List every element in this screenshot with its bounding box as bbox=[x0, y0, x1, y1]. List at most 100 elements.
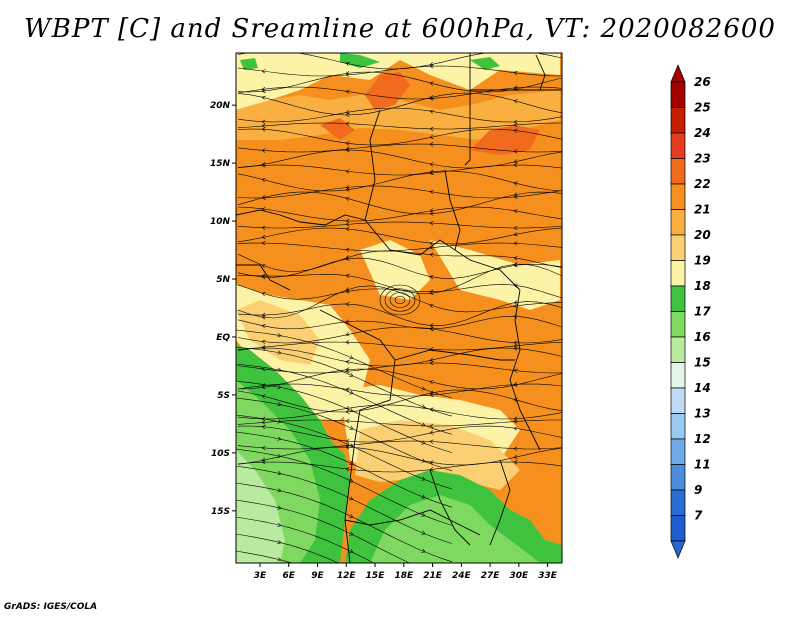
streamline-arrow bbox=[277, 557, 282, 562]
colorbar-level-label: 19 bbox=[694, 254, 711, 268]
lon-tick-label: 21E bbox=[423, 571, 443, 581]
grads-credit: GrADS: IGES/COLA bbox=[4, 602, 98, 612]
streamline bbox=[237, 86, 562, 100]
streamline-arrow bbox=[429, 189, 434, 195]
streamline-arrow bbox=[421, 512, 426, 517]
streamline-arrow bbox=[429, 63, 434, 69]
streamline-arrow bbox=[429, 252, 434, 258]
streamline-arrow bbox=[421, 585, 425, 589]
colorbar-swatch bbox=[670, 438, 686, 465]
streamline-arrow bbox=[429, 220, 434, 226]
streamline bbox=[237, 221, 562, 229]
streamline-arrow bbox=[345, 147, 350, 153]
streamline-arrow bbox=[349, 372, 354, 377]
streamline-arrow bbox=[345, 109, 350, 115]
streamline bbox=[236, 414, 453, 490]
streamline-arrow bbox=[345, 226, 350, 232]
colorbar-swatch bbox=[670, 260, 686, 287]
streamline-arrow bbox=[349, 549, 354, 554]
streamline-arrow bbox=[429, 430, 434, 435]
colorbar-level-label: 7 bbox=[694, 509, 703, 523]
colorbar-top-arrow bbox=[670, 64, 686, 83]
streamline-arrow bbox=[513, 346, 518, 351]
lon-tick-label: 27E bbox=[481, 571, 501, 581]
streamline-arrow bbox=[261, 383, 266, 388]
streamline-arrow bbox=[261, 163, 266, 168]
streamline-arrow bbox=[349, 390, 354, 395]
streamline-arrow bbox=[513, 122, 518, 128]
streamline-arrow bbox=[261, 459, 266, 465]
streamline-arrow bbox=[429, 211, 434, 216]
streamline-arrow bbox=[277, 419, 282, 424]
lat-tick-label: 5S bbox=[217, 391, 230, 401]
streamline-arrow bbox=[513, 162, 518, 168]
streamline-arrow bbox=[513, 262, 518, 267]
streamline-arrow bbox=[345, 301, 350, 307]
streamline-arrow bbox=[345, 247, 350, 252]
streamline-arrow bbox=[349, 567, 353, 570]
wbpt-region-19-north bbox=[236, 53, 560, 110]
streamline-arrow bbox=[429, 360, 434, 366]
streamline-arrow bbox=[277, 505, 282, 510]
streamline bbox=[237, 164, 562, 176]
streamline-arrow bbox=[513, 340, 518, 345]
streamline-arrow bbox=[513, 192, 518, 197]
boundary-line bbox=[509, 289, 541, 451]
streamline bbox=[237, 341, 562, 351]
colorbar-swatch bbox=[670, 209, 686, 236]
streamline-arrow bbox=[261, 123, 266, 129]
vortex-streamline bbox=[394, 295, 406, 305]
wbpt-region-23-north bbox=[365, 72, 410, 110]
streamline-arrow bbox=[429, 357, 434, 362]
streamline bbox=[236, 550, 293, 563]
streamline-arrow bbox=[513, 256, 518, 261]
colorbar-level-label: 26 bbox=[694, 75, 711, 89]
boundary-line bbox=[464, 53, 471, 166]
colorbar-bottom-arrow bbox=[670, 540, 686, 559]
colorbar-swatch bbox=[670, 311, 686, 338]
streamline-arrow bbox=[261, 273, 266, 279]
lon-tick-label: 12E bbox=[337, 571, 357, 581]
colorbar-swatch bbox=[670, 413, 686, 440]
streamline-arrow bbox=[345, 218, 350, 224]
streamline-arrow bbox=[261, 344, 266, 350]
streamline-arrow bbox=[513, 149, 518, 154]
streamline-arrow bbox=[429, 323, 434, 328]
streamline-arrow bbox=[429, 467, 434, 472]
streamline-arrow bbox=[513, 70, 518, 76]
boundary-line bbox=[364, 109, 381, 221]
lat-tick-label: 5N bbox=[216, 275, 230, 285]
streamline-arrow bbox=[513, 454, 518, 460]
streamline-arrow bbox=[277, 453, 282, 459]
streamline-arrow bbox=[349, 461, 354, 466]
streamline bbox=[237, 65, 562, 77]
vortex-streamline bbox=[384, 288, 416, 312]
lon-tick-label: 30E bbox=[510, 571, 530, 581]
streamline-arrow bbox=[261, 424, 266, 430]
lat-tick-label: 15S bbox=[211, 507, 230, 517]
wbpt-region-20-south bbox=[355, 420, 520, 490]
streamline-arrow bbox=[349, 408, 354, 413]
lon-tick-label: 6E bbox=[283, 571, 296, 581]
streamline-arrow bbox=[513, 209, 518, 214]
streamline-arrow bbox=[513, 368, 518, 373]
streamline-arrow bbox=[429, 241, 434, 246]
streamline bbox=[236, 499, 411, 563]
streamline-arrow bbox=[261, 291, 266, 297]
streamline-arrow bbox=[513, 181, 518, 186]
streamline-arrow bbox=[345, 89, 350, 94]
colorbar-level-label: 16 bbox=[694, 330, 711, 344]
lat-tick-label: 10N bbox=[210, 217, 231, 227]
colorbar-swatch bbox=[670, 158, 686, 185]
streamline-arrow bbox=[349, 531, 354, 536]
streamline-arrow bbox=[345, 71, 350, 76]
streamline bbox=[237, 170, 562, 192]
streamline bbox=[237, 191, 562, 215]
streamline bbox=[237, 149, 562, 169]
streamline-arrow bbox=[429, 303, 434, 308]
streamline-arrow bbox=[349, 585, 353, 588]
streamline-arrow bbox=[261, 86, 266, 92]
streamline-arrow bbox=[421, 458, 426, 463]
boundary-line bbox=[236, 264, 291, 291]
streamline-arrow bbox=[429, 61, 434, 67]
